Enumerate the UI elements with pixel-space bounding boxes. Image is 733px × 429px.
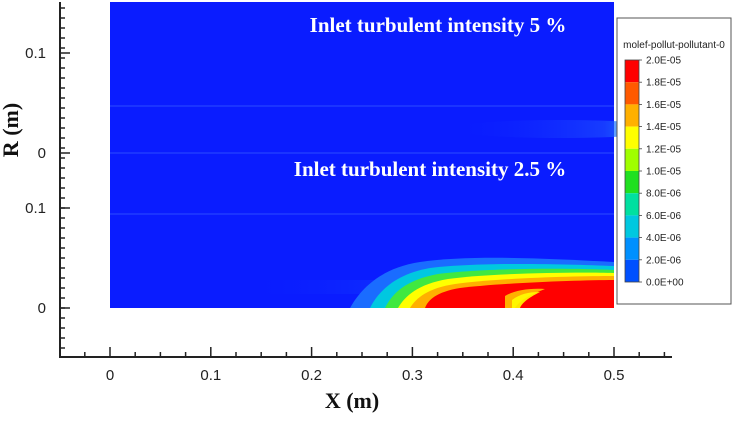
contour-panel-bottom (110, 105, 670, 308)
x-tick-label: 0.2 (301, 367, 322, 384)
y-tick-label: 0 (38, 300, 46, 317)
legend-label: 2.0E-05 (646, 56, 681, 67)
y-axis (59, 2, 70, 358)
x-tick-label: 0.5 (604, 367, 625, 384)
annotation-bottom: Inlet turbulent intensity 2.5 % (294, 157, 566, 181)
legend-label: 8.0E-06 (646, 189, 681, 200)
y-tick-label: 0.1 (25, 45, 46, 62)
legend-label: 4.0E-06 (646, 233, 681, 244)
legend-swatch (625, 215, 639, 238)
annotation-top: Inlet turbulent intensity 5 % (310, 13, 567, 37)
x-axis-title: X (m) (325, 388, 379, 413)
x-tick-label: 0.1 (200, 367, 221, 384)
x-tick-label: 0 (106, 367, 114, 384)
legend-label: 6.0E-06 (646, 211, 681, 222)
legend-swatch (625, 171, 639, 194)
x-axis (60, 347, 672, 358)
legend-label: 1.0E-05 (646, 167, 681, 178)
legend-swatch (625, 104, 639, 127)
y-tick-label: 0.1 (25, 200, 46, 217)
legend-title: molef-pollut-pollutant-0 (623, 40, 725, 51)
legend-label: 1.8E-05 (646, 78, 681, 89)
legend-swatch (625, 82, 639, 105)
legend-label: 2.0E-06 (646, 255, 681, 266)
x-tick-label: 0.3 (402, 367, 423, 384)
legend-label: 0.0E+00 (646, 278, 684, 289)
legend-swatch (625, 126, 639, 149)
legend-swatch (625, 148, 639, 171)
legend-swatch (625, 193, 639, 216)
legend: molef-pollut-pollutant-0 2.0E-05 1.8E-05 1… (616, 17, 732, 305)
legend-swatch (625, 60, 639, 83)
legend-swatch (625, 259, 639, 282)
y-tick-label: 0 (38, 145, 46, 162)
legend-label: 1.4E-05 (646, 122, 681, 133)
legend-swatch (625, 237, 639, 260)
y-axis-title: R (m) (0, 103, 23, 157)
legend-label: 1.2E-05 (646, 144, 681, 155)
x-tick-label: 0.4 (503, 367, 524, 384)
legend-label: 1.6E-05 (646, 100, 681, 111)
